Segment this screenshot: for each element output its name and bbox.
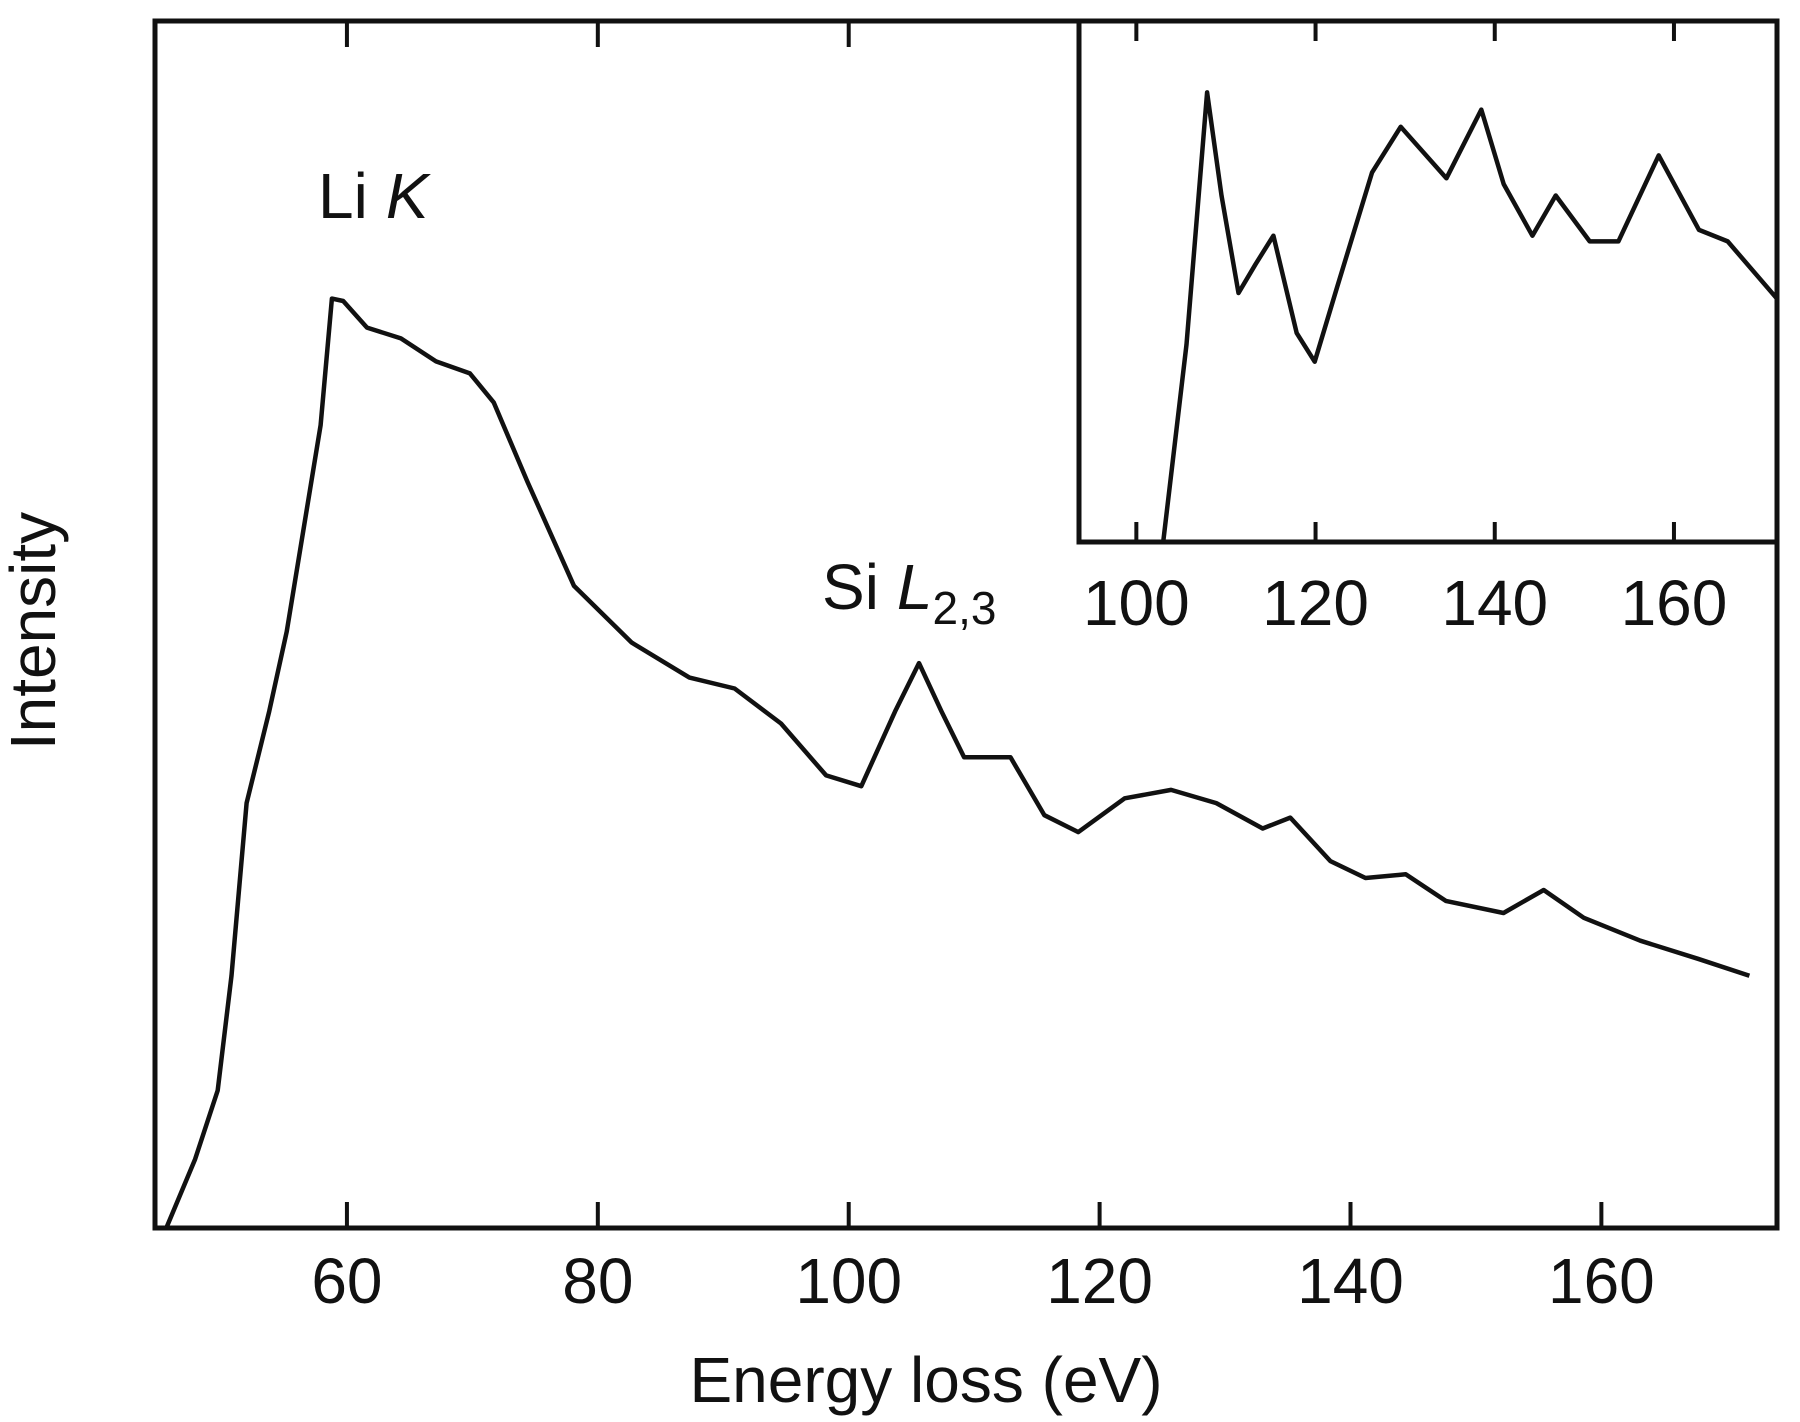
y-axis-label: Intensity [0, 512, 69, 750]
x-tick-label: 100 [1083, 567, 1190, 639]
annotation-element: Li [318, 160, 368, 232]
x-tick-label: 160 [1548, 1245, 1655, 1317]
x-tick-label: 140 [1297, 1245, 1404, 1317]
x-tick-label: 120 [1046, 1245, 1153, 1317]
x-tick-label: 160 [1621, 567, 1728, 639]
plot-frame [1076, 18, 1780, 545]
peak-annotation: Si L2,3 [822, 551, 996, 634]
x-tick-label: 60 [311, 1245, 382, 1317]
x-tick-label: 140 [1441, 567, 1548, 639]
x-tick-label: 80 [562, 1245, 633, 1317]
inset-background [1079, 21, 1777, 542]
annotation-edge: L [897, 551, 933, 623]
annotation-element: Si [822, 551, 879, 623]
x-axis-label: Energy loss (eV) [689, 1344, 1162, 1416]
spectrum-line [1160, 90, 1779, 543]
annotation-edge: K [386, 160, 432, 232]
peak-annotation: Li K [318, 160, 432, 232]
spectrum-line [164, 296, 1751, 1229]
x-tick-label: 100 [795, 1245, 902, 1317]
x-tick-label: 120 [1262, 567, 1369, 639]
plot-frame [152, 18, 1780, 1231]
annotation-subscript: 2,3 [933, 582, 997, 634]
